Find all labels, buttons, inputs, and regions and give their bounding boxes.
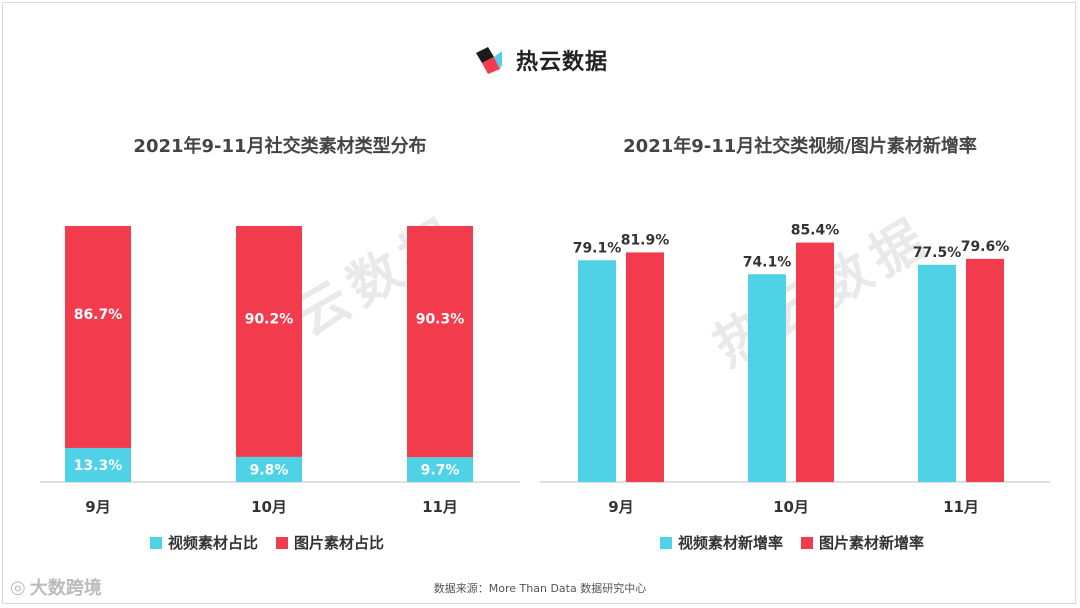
corner-logo-text: 大数跨境 bbox=[29, 578, 102, 599]
brand-name: 热云数据 bbox=[515, 50, 608, 75]
x-tick-label: 9月 bbox=[85, 498, 110, 516]
video-growth-bar bbox=[918, 264, 956, 482]
video-growth-label: 77.5% bbox=[913, 245, 962, 261]
brand-header: 热云数据 bbox=[0, 42, 1080, 78]
image-growth-bar bbox=[796, 242, 834, 482]
image-share-bar bbox=[65, 226, 131, 448]
legend-label: 图片素材新增率 bbox=[819, 534, 925, 552]
image-swatch bbox=[276, 536, 289, 549]
x-tick-label: 10月 bbox=[251, 498, 287, 516]
video-share-label: 9.8% bbox=[250, 462, 289, 478]
image-share-bar bbox=[236, 226, 302, 457]
image-share-label: 86.7% bbox=[74, 307, 123, 323]
video-share-bar bbox=[407, 457, 473, 482]
video-growth-label: 79.1% bbox=[573, 240, 622, 256]
corner-logo-icon: ◎ bbox=[10, 576, 26, 598]
reyun-logo-icon bbox=[475, 47, 502, 74]
image-growth-label: 85.4% bbox=[791, 223, 840, 239]
left-chart-title: 2021年9-11月社交类素材类型分布 bbox=[133, 136, 427, 157]
video-swatch bbox=[150, 536, 162, 549]
video-share-label: 13.3% bbox=[74, 458, 123, 474]
corner-logo: ◎ 大数跨境 bbox=[10, 574, 102, 600]
legend-item-image-share: 图片素材占比 bbox=[276, 532, 384, 553]
legend-item-image-growth: 图片素材新增率 bbox=[801, 532, 924, 553]
video-share-label: 9.7% bbox=[421, 463, 460, 479]
video-share-bar bbox=[65, 447, 131, 482]
x-tick-label: 9月 bbox=[608, 498, 633, 516]
right-chart-title: 2021年9-11月社交类视频/图片素材新增率 bbox=[623, 136, 977, 157]
image-growth-label: 81.9% bbox=[621, 232, 670, 248]
image-share-label: 90.2% bbox=[245, 311, 294, 327]
legend-label: 视频素材占比 bbox=[168, 534, 259, 552]
image-share-label: 90.3% bbox=[416, 312, 465, 328]
legend-label: 视频素材新增率 bbox=[678, 534, 784, 552]
image-swatch bbox=[801, 536, 814, 549]
data-source-note: 数据来源：More Than Data 数据研究中心 bbox=[433, 582, 647, 595]
video-share-bar bbox=[236, 456, 302, 482]
legend-item-video-share: 视频素材占比 bbox=[150, 532, 258, 553]
right-legend: 视频素材新增率 图片素材新增率 bbox=[660, 532, 924, 553]
image-share-bar bbox=[407, 226, 473, 458]
x-tick-label: 10月 bbox=[773, 498, 809, 516]
image-growth-label: 79.6% bbox=[961, 239, 1010, 255]
legend-item-video-growth: 视频素材新增率 bbox=[660, 532, 783, 553]
legend-label: 图片素材占比 bbox=[294, 534, 385, 552]
video-swatch bbox=[660, 536, 672, 549]
left-legend: 视频素材占比 图片素材占比 bbox=[150, 532, 384, 553]
image-growth-bar bbox=[626, 252, 664, 482]
x-tick-label: 11月 bbox=[422, 498, 458, 516]
x-tick-label: 11月 bbox=[943, 498, 979, 516]
video-growth-bar bbox=[748, 274, 786, 482]
video-growth-bar bbox=[578, 260, 616, 482]
image-growth-bar bbox=[966, 258, 1004, 482]
video-growth-label: 74.1% bbox=[743, 254, 792, 270]
